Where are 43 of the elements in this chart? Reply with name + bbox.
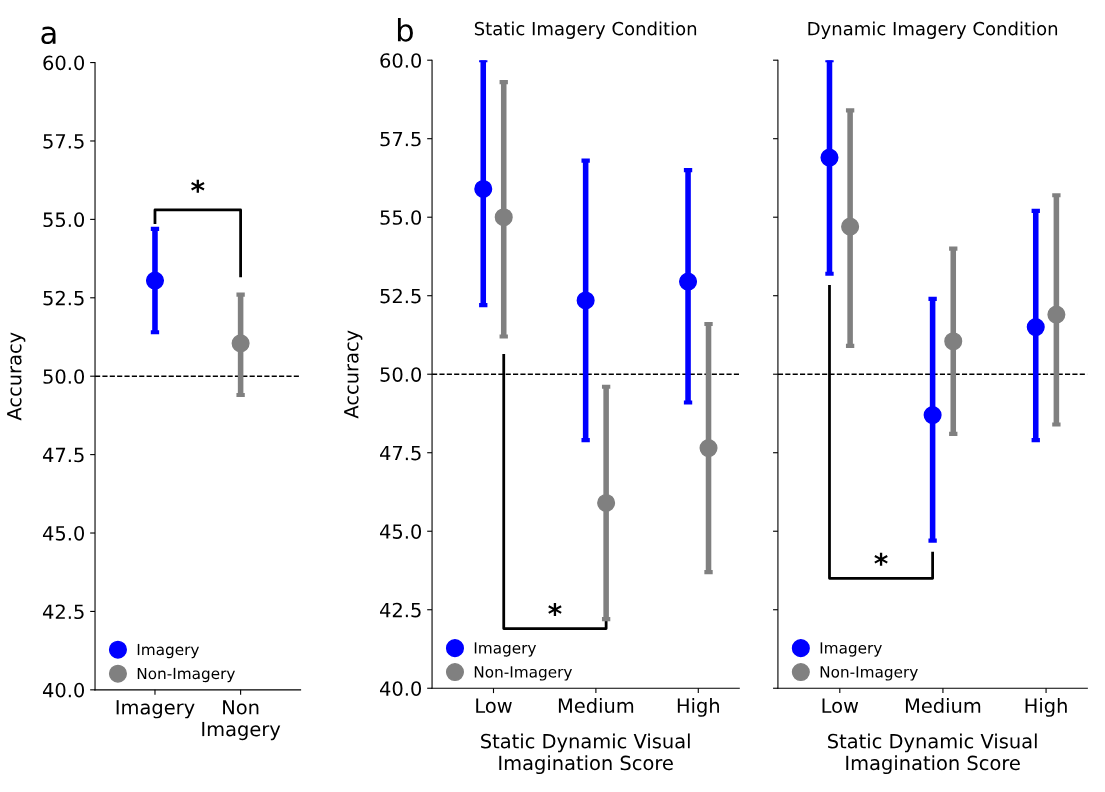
y-axis-title: Accuracy: [7, 332, 26, 421]
annotation: *: [548, 603, 562, 616]
x-axis-title: Static Dynamic Visual Imagination Score: [481, 733, 690, 775]
x-tick-label: Low: [822, 698, 859, 714]
x-tick-label: Low: [476, 698, 512, 714]
x-tick-label: High: [1025, 697, 1067, 717]
legend-label: Imagery: [474, 642, 537, 657]
y-tick-label: 52.5: [43, 290, 84, 306]
chart-title: Dynamic Imagery Condition: [808, 21, 1058, 39]
x-tick-label: Medium: [558, 697, 634, 714]
x-axis-title: Static Dynamic Visual Imagination Score: [828, 733, 1037, 775]
x-tick-label: Imagery: [116, 700, 195, 719]
y-tick-label: 50.0: [43, 369, 85, 384]
x-tick-label: High: [677, 697, 719, 717]
y-axis-title: Accuracy: [344, 330, 363, 419]
chart-title: Static Imagery Condition: [474, 21, 697, 39]
legend-label: Non-Imagery: [820, 666, 918, 681]
y-tick-label: 45.0: [42, 525, 85, 541]
y-tick-label: 40.0: [379, 681, 422, 696]
legend-label: Non-Imagery: [474, 666, 572, 681]
legend-label: Imagery: [137, 643, 199, 659]
y-tick-label: 57.5: [43, 134, 84, 149]
text: a: [41, 26, 56, 45]
y-tick-label: 57.5: [380, 131, 421, 147]
y-tick-label: 42.5: [42, 604, 84, 620]
y-tick-label: 47.5: [42, 447, 84, 463]
y-tick-label: 60.0: [380, 53, 422, 68]
y-tick-label: 52.5: [380, 288, 421, 304]
x-tick-label: Medium: [905, 697, 981, 714]
legend-label: Non-Imagery: [137, 667, 235, 683]
y-tick-label: 55.0: [380, 210, 422, 225]
text: b: [397, 18, 413, 42]
y-tick-label: 50.0: [380, 367, 422, 382]
y-tick-label: 55.0: [43, 212, 85, 228]
annotation: *: [874, 552, 888, 566]
y-tick-label: 40.0: [42, 682, 85, 698]
y-tick-label: 45.0: [379, 524, 422, 539]
y-tick-label: 47.5: [379, 445, 421, 461]
legend-label: Imagery: [820, 642, 882, 657]
x-tick-label: Non Imagery: [202, 700, 281, 741]
y-tick-label: 60.0: [43, 55, 85, 71]
annotation: *: [191, 179, 205, 193]
y-tick-label: 42.5: [379, 602, 421, 618]
